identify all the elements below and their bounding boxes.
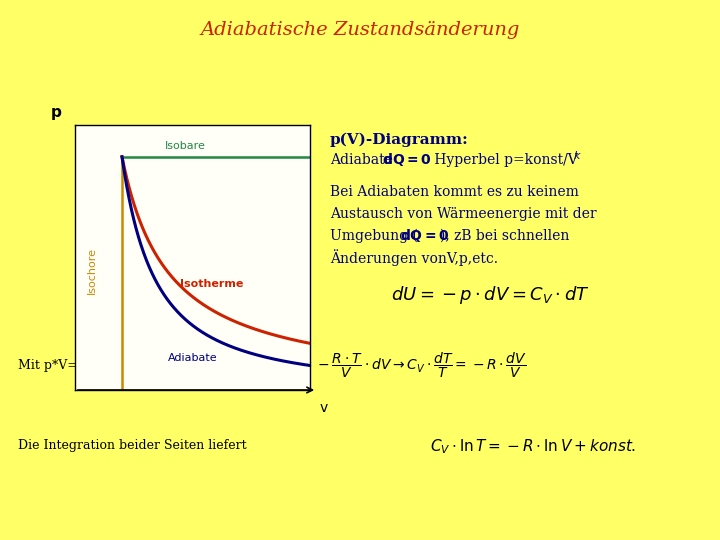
Text: Isochore: Isochore — [86, 247, 96, 294]
Text: $k$: $k$ — [573, 149, 582, 161]
Text: Änderungen vonV,p,etc.: Änderungen vonV,p,etc. — [330, 249, 498, 266]
Text: $C_V \cdot dT = -\dfrac{R \cdot T}{V} \cdot dV \rightarrow C_V \cdot \dfrac{dT}{: $C_V \cdot dT = -\dfrac{R \cdot T}{V} \c… — [253, 350, 526, 380]
Text: Bei Adiabaten kommt es zu keinem: Bei Adiabaten kommt es zu keinem — [330, 185, 579, 199]
Text: v: v — [320, 401, 328, 415]
Text: ), zB bei schnellen: ), zB bei schnellen — [440, 229, 570, 243]
Text: Adiabate: Adiabate — [330, 153, 397, 167]
Text: Isotherme: Isotherme — [180, 279, 243, 289]
Text: $\mathbf{d}$: $\mathbf{d}$ — [382, 152, 392, 167]
Text: p(V)-Diagramm:: p(V)-Diagramm: — [330, 133, 469, 147]
Text: Adiabatische Zustandsänderung: Adiabatische Zustandsänderung — [200, 21, 520, 39]
Text: Adiabate: Adiabate — [168, 353, 217, 363]
Text: $C_V \cdot \ln T = -R \cdot \ln V + konst.$: $C_V \cdot \ln T = -R \cdot \ln V + kons… — [430, 437, 636, 456]
Text: p: p — [51, 105, 62, 120]
Text: $\mathbf{Q=0}$: $\mathbf{Q=0}$ — [392, 152, 432, 168]
Text: Austausch von Wärmeenergie mit der: Austausch von Wärmeenergie mit der — [330, 207, 597, 221]
Text: Umgebung (: Umgebung ( — [330, 229, 418, 243]
Text: Mit p*V=R*T (n=1) folgt: Mit p*V=R*T (n=1) folgt — [18, 359, 176, 372]
Text: Hyperbel p=konst/V: Hyperbel p=konst/V — [430, 153, 577, 167]
Text: $\mathbf{dQ=0}$: $\mathbf{dQ=0}$ — [400, 227, 450, 245]
Text: Die Integration beider Seiten liefert: Die Integration beider Seiten liefert — [18, 438, 247, 451]
Text: $dU = -p \cdot dV = C_V \cdot dT$: $dU = -p \cdot dV = C_V \cdot dT$ — [390, 284, 590, 306]
Text: Isobare: Isobare — [165, 141, 206, 152]
